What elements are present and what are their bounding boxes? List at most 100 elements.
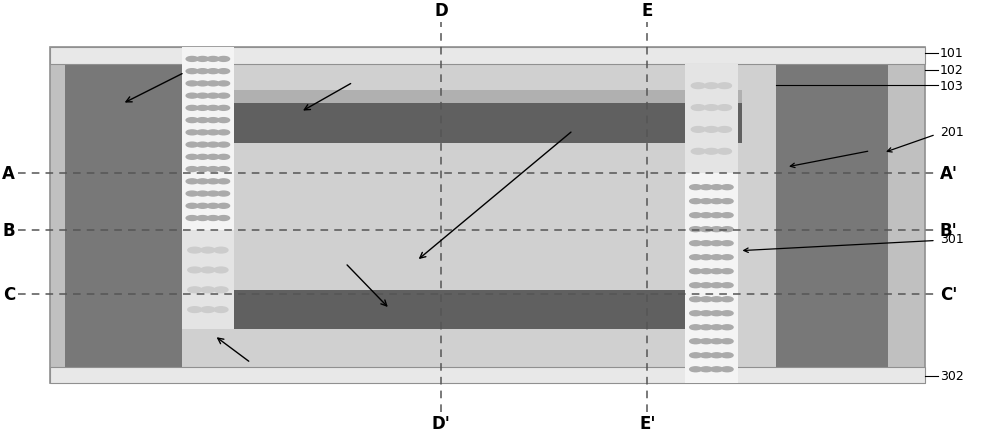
Circle shape (711, 325, 723, 330)
Circle shape (700, 325, 712, 330)
Circle shape (186, 179, 198, 184)
Circle shape (188, 267, 202, 273)
Circle shape (218, 82, 230, 87)
Circle shape (690, 339, 702, 344)
Circle shape (690, 311, 702, 316)
Circle shape (700, 283, 712, 288)
Circle shape (197, 57, 209, 62)
Circle shape (218, 192, 230, 197)
Circle shape (186, 204, 198, 209)
Bar (776, 48, 888, 383)
Circle shape (691, 149, 705, 155)
Text: E: E (642, 2, 653, 20)
Circle shape (700, 269, 712, 274)
Circle shape (700, 185, 712, 190)
Circle shape (721, 325, 733, 330)
Circle shape (711, 227, 723, 232)
Circle shape (711, 311, 723, 316)
Bar (234, 291, 685, 330)
Circle shape (704, 149, 718, 155)
Circle shape (207, 192, 219, 197)
Circle shape (186, 216, 198, 221)
Circle shape (700, 213, 712, 218)
Circle shape (718, 84, 731, 89)
Circle shape (186, 57, 198, 62)
Text: 302: 302 (940, 370, 964, 382)
Text: 103: 103 (940, 80, 964, 93)
Bar (182, 48, 776, 383)
Bar (50, 48, 925, 65)
Circle shape (721, 185, 733, 190)
Circle shape (188, 287, 202, 293)
Circle shape (711, 213, 723, 218)
Text: 201: 201 (940, 126, 964, 139)
Circle shape (711, 255, 723, 260)
Bar (182, 48, 234, 231)
Circle shape (711, 367, 723, 372)
Circle shape (690, 185, 702, 190)
Circle shape (700, 199, 712, 204)
Circle shape (700, 367, 712, 372)
Circle shape (718, 149, 731, 155)
Bar (50, 48, 925, 383)
Circle shape (711, 185, 723, 190)
Text: D: D (434, 2, 448, 20)
Circle shape (218, 179, 230, 184)
Circle shape (214, 248, 228, 253)
Bar (685, 174, 738, 383)
Circle shape (711, 339, 723, 344)
Circle shape (197, 69, 209, 75)
Circle shape (218, 118, 230, 123)
Circle shape (186, 94, 198, 99)
Circle shape (207, 106, 219, 111)
Circle shape (700, 311, 712, 316)
Circle shape (690, 213, 702, 218)
Circle shape (207, 82, 219, 87)
Circle shape (201, 287, 215, 293)
Circle shape (691, 84, 705, 89)
Circle shape (186, 118, 198, 123)
Circle shape (214, 267, 228, 273)
Bar (182, 231, 234, 330)
Circle shape (214, 307, 228, 313)
Circle shape (197, 167, 209, 172)
Bar (685, 65, 738, 174)
Circle shape (690, 241, 702, 246)
Circle shape (700, 339, 712, 344)
Circle shape (186, 131, 198, 135)
Circle shape (197, 216, 209, 221)
Circle shape (186, 167, 198, 172)
Circle shape (186, 69, 198, 75)
Circle shape (207, 155, 219, 160)
Text: E': E' (639, 414, 656, 432)
Text: C': C' (940, 286, 957, 304)
Circle shape (690, 269, 702, 274)
Circle shape (207, 57, 219, 62)
Circle shape (704, 105, 718, 111)
Circle shape (721, 283, 733, 288)
Circle shape (207, 179, 219, 184)
Circle shape (197, 143, 209, 148)
Circle shape (690, 255, 702, 260)
Circle shape (721, 297, 733, 302)
Text: B: B (2, 222, 15, 240)
Bar (234, 103, 742, 143)
Circle shape (207, 131, 219, 135)
Circle shape (704, 84, 718, 89)
Circle shape (721, 311, 733, 316)
Circle shape (218, 143, 230, 148)
Circle shape (700, 255, 712, 260)
Circle shape (721, 339, 733, 344)
Circle shape (721, 269, 733, 274)
Circle shape (201, 307, 215, 313)
Circle shape (197, 131, 209, 135)
Circle shape (711, 283, 723, 288)
Circle shape (690, 283, 702, 288)
Circle shape (691, 105, 705, 111)
Circle shape (188, 307, 202, 313)
Bar (65, 48, 182, 383)
Circle shape (207, 94, 219, 99)
Circle shape (186, 155, 198, 160)
Text: 101: 101 (940, 47, 964, 60)
Bar (234, 91, 742, 103)
